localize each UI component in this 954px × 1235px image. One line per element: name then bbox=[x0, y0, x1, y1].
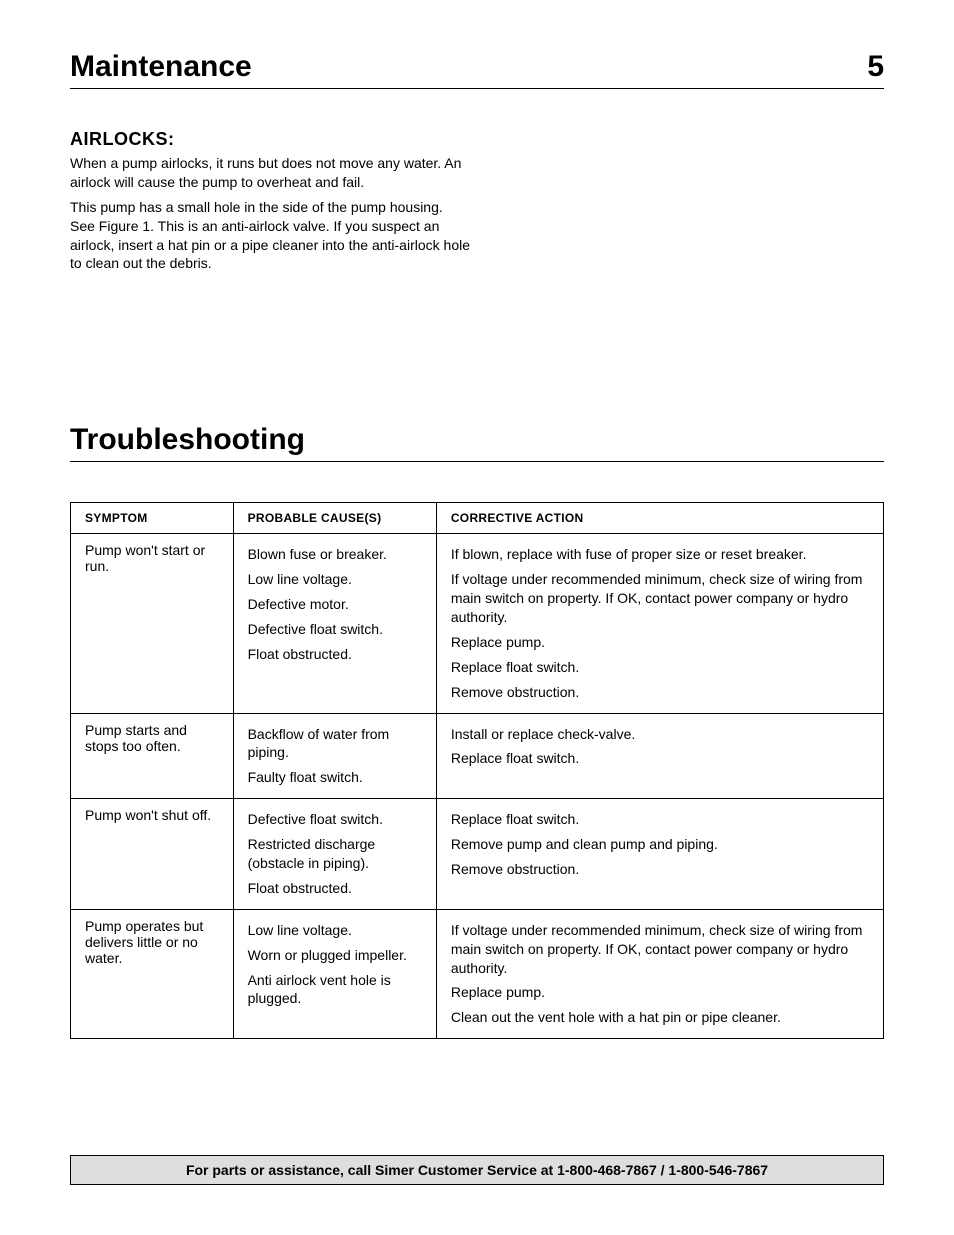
cause-item: Restricted discharge (obstacle in piping… bbox=[248, 832, 426, 876]
action-item: Replace pump. bbox=[451, 980, 873, 1005]
action-item: Clean out the vent hole with a hat pin o… bbox=[451, 1005, 873, 1030]
table-header-row: SYMPTOM PROBABLE CAUSE(S) CORRECTIVE ACT… bbox=[71, 503, 884, 534]
footer-text: For parts or assistance, call Simer Cust… bbox=[186, 1162, 557, 1178]
table-row: Pump won't start or run.Blown fuse or br… bbox=[71, 534, 884, 713]
col-header-action: CORRECTIVE ACTION bbox=[436, 503, 883, 534]
page-title: Maintenance bbox=[70, 50, 252, 84]
cause-cell: Blown fuse or breaker.Low line voltage.D… bbox=[233, 534, 436, 713]
airlocks-heading: AIRLOCKS: bbox=[70, 129, 884, 150]
cause-item: Defective float switch. bbox=[248, 807, 426, 832]
cause-item: Defective float switch. bbox=[248, 617, 426, 642]
col-header-cause: PROBABLE CAUSE(S) bbox=[233, 503, 436, 534]
cause-item: Anti airlock vent hole is plugged. bbox=[248, 968, 426, 1012]
airlocks-para-2: This pump has a small hole in the side o… bbox=[70, 198, 470, 274]
action-item: If voltage under recommended minimum, ch… bbox=[451, 918, 873, 981]
cause-item: Low line voltage. bbox=[248, 567, 426, 592]
cause-cell: Low line voltage.Worn or plugged impelle… bbox=[233, 909, 436, 1038]
cause-item: Blown fuse or breaker. bbox=[248, 542, 426, 567]
action-item: If voltage under recommended minimum, ch… bbox=[451, 567, 873, 630]
cause-item: Float obstructed. bbox=[248, 642, 426, 667]
action-cell: Replace float switch.Remove pump and cle… bbox=[436, 799, 883, 910]
cause-item: Worn or plugged impeller. bbox=[248, 943, 426, 968]
table-row: Pump operates but delivers little or no … bbox=[71, 909, 884, 1038]
symptom-cell: Pump won't shut off. bbox=[71, 799, 234, 910]
cause-item: Float obstructed. bbox=[248, 876, 426, 901]
action-item: Replace float switch. bbox=[451, 746, 873, 771]
symptom-cell: Pump won't start or run. bbox=[71, 534, 234, 713]
troubleshooting-table: SYMPTOM PROBABLE CAUSE(S) CORRECTIVE ACT… bbox=[70, 502, 884, 1039]
airlocks-para-1: When a pump airlocks, it runs but does n… bbox=[70, 154, 470, 192]
footer-phone: 1-800-468-7867 / 1-800-546-7867 bbox=[557, 1162, 768, 1178]
col-header-symptom: SYMPTOM bbox=[71, 503, 234, 534]
action-item: Remove obstruction. bbox=[451, 680, 873, 705]
cause-cell: Backflow of water from piping.Faulty flo… bbox=[233, 713, 436, 799]
action-item: Install or replace check-valve. bbox=[451, 722, 873, 747]
page-header: Maintenance 5 bbox=[70, 50, 884, 89]
action-item: If blown, replace with fuse of proper si… bbox=[451, 542, 873, 567]
action-item: Replace float switch. bbox=[451, 655, 873, 680]
action-cell: If voltage under recommended minimum, ch… bbox=[436, 909, 883, 1038]
action-item: Remove pump and clean pump and piping. bbox=[451, 832, 873, 857]
table-row: Pump starts and stops too often.Backflow… bbox=[71, 713, 884, 799]
action-cell: If blown, replace with fuse of proper si… bbox=[436, 534, 883, 713]
action-cell: Install or replace check-valve.Replace f… bbox=[436, 713, 883, 799]
action-item: Replace float switch. bbox=[451, 807, 873, 832]
cause-item: Defective motor. bbox=[248, 592, 426, 617]
footer-bar: For parts or assistance, call Simer Cust… bbox=[70, 1155, 884, 1185]
action-item: Remove obstruction. bbox=[451, 857, 873, 882]
table-row: Pump won't shut off.Defective float swit… bbox=[71, 799, 884, 910]
cause-item: Faulty float switch. bbox=[248, 765, 426, 790]
cause-cell: Defective float switch.Restricted discha… bbox=[233, 799, 436, 910]
page-number: 5 bbox=[867, 50, 884, 84]
action-item: Replace pump. bbox=[451, 630, 873, 655]
airlocks-section: AIRLOCKS: When a pump airlocks, it runs … bbox=[70, 129, 884, 273]
cause-item: Backflow of water from piping. bbox=[248, 722, 426, 766]
cause-item: Low line voltage. bbox=[248, 918, 426, 943]
troubleshooting-title: Troubleshooting bbox=[70, 423, 884, 462]
symptom-cell: Pump starts and stops too often. bbox=[71, 713, 234, 799]
symptom-cell: Pump operates but delivers little or no … bbox=[71, 909, 234, 1038]
